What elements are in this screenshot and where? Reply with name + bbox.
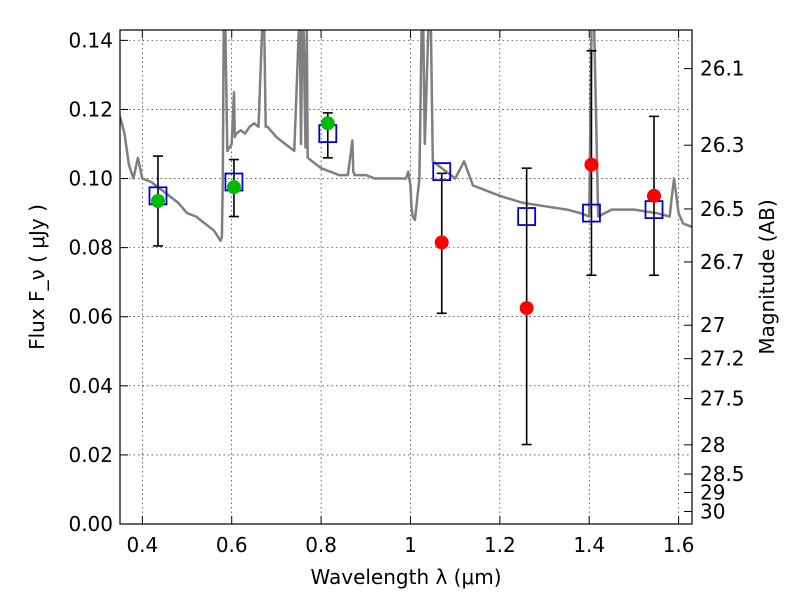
model-box bbox=[582, 203, 601, 223]
x-tick-label: 0.6 bbox=[216, 533, 248, 557]
right-tick-label: 27.5 bbox=[700, 387, 745, 411]
model-box bbox=[432, 162, 452, 182]
y-axis-ticks: 0.00 0.02 0.04 0.06 0.08 0.10 0.12 0.14 bbox=[68, 28, 128, 536]
y-axis-label: Flux F_ν ( μJy ) bbox=[25, 204, 49, 350]
right-tick-label: 26.5 bbox=[700, 197, 745, 221]
observed-point bbox=[320, 116, 335, 131]
right-tick-label: 26.1 bbox=[700, 57, 745, 81]
y-tick-label: 0.00 bbox=[68, 512, 113, 536]
right-axis-label: Magnitude (AB) bbox=[755, 199, 779, 354]
y-tick-label: 0.08 bbox=[68, 236, 113, 260]
y-tick-label: 0.10 bbox=[68, 167, 113, 191]
y-tick-label: 0.14 bbox=[68, 28, 113, 52]
right-tick-label: 27 bbox=[700, 313, 725, 337]
y-tick-label: 0.12 bbox=[68, 97, 113, 121]
x-axis-label: Wavelength λ (μm) bbox=[310, 565, 501, 589]
spectrum-layer bbox=[120, 30, 692, 242]
observed-point bbox=[434, 235, 449, 250]
x-tick-label: 0.4 bbox=[126, 533, 158, 557]
right-tick-label: 26.3 bbox=[700, 133, 745, 157]
observed-point bbox=[584, 157, 599, 172]
y-tick-label: 0.02 bbox=[68, 443, 113, 467]
x-tick-label: 1.6 bbox=[663, 533, 695, 557]
x-tick-label: 1 bbox=[404, 533, 417, 557]
observed-point bbox=[226, 180, 241, 195]
right-tick-label: 28 bbox=[700, 433, 725, 457]
observed-point bbox=[647, 188, 662, 203]
right-tick-label: 26.7 bbox=[700, 250, 745, 274]
x-axis-ticks: 0.4 0.6 0.8 1 1.2 1.4 1.6 bbox=[126, 30, 695, 557]
right-tick-label: 28.5 bbox=[700, 462, 745, 486]
y-tick-label: 0.04 bbox=[68, 374, 113, 398]
y-tick-label: 0.06 bbox=[68, 305, 113, 329]
observed-point bbox=[519, 301, 534, 316]
right-tick-label: 29 bbox=[700, 480, 725, 504]
x-tick-label: 1.2 bbox=[484, 533, 516, 557]
observed-point-layer bbox=[150, 116, 662, 316]
x-tick-label: 1.4 bbox=[573, 533, 605, 557]
x-tick-label: 0.8 bbox=[305, 533, 337, 557]
plot-frame bbox=[119, 29, 693, 525]
model-box bbox=[517, 207, 537, 226]
observed-point bbox=[150, 194, 165, 208]
right-tick-label: 30 bbox=[700, 499, 725, 523]
right-tick-label: 27.2 bbox=[700, 347, 745, 371]
spectrum-line bbox=[120, 30, 692, 242]
